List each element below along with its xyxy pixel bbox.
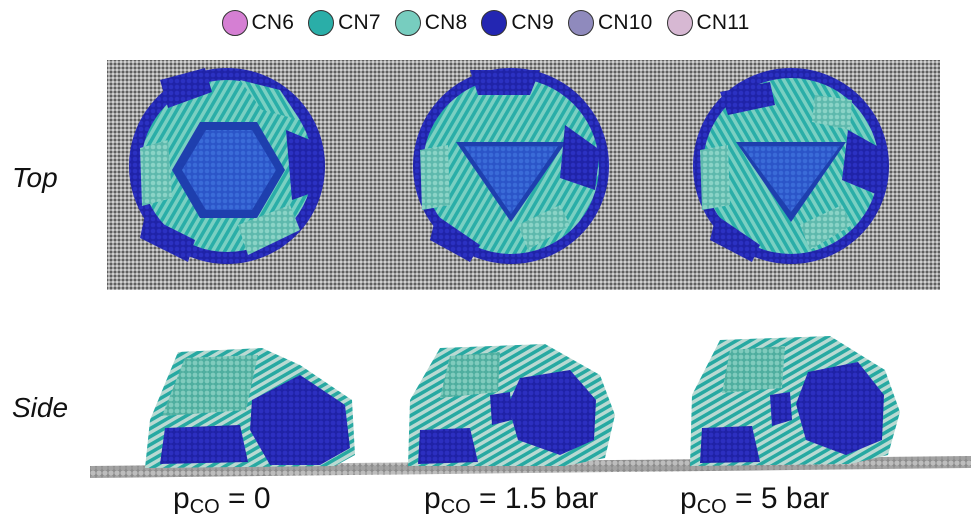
cn10-swatch [568, 10, 595, 36]
cn9-swatch [481, 10, 508, 36]
particle-top-2 [413, 68, 609, 264]
p-symbol: p [173, 482, 190, 515]
cn6-swatch [221, 10, 248, 36]
condition-label-2: pCO = 1.5 bar [424, 482, 598, 519]
pressure-value: = 0 [219, 482, 271, 515]
particle-top-3 [693, 68, 889, 264]
legend-label: CN8 [424, 11, 468, 34]
condition-label-3: pCO = 5 bar [680, 482, 829, 519]
co-subscript: CO [696, 496, 727, 518]
legend-item-cn11: CN11 [666, 10, 750, 36]
row-label-top: Top [12, 162, 58, 193]
pressure-value: = 5 bar [726, 482, 830, 515]
cn11-swatch [666, 10, 693, 36]
legend-item-cn7: CN7 [308, 10, 381, 36]
legend-label: CN10 [598, 11, 653, 34]
particle-side-1 [145, 348, 355, 468]
legend-item-cn10: CN10 [568, 10, 653, 36]
legend-label: CN6 [251, 11, 295, 34]
co-subscript: CO [189, 496, 220, 518]
legend: CN6 CN7 CN8 CN9 CN10 CN11 [0, 6, 971, 40]
particle-side-3 [690, 336, 900, 466]
particle-top-1 [129, 68, 325, 264]
condition-label-1: pCO = 0 [173, 482, 271, 519]
pressure-value: = 1.5 bar [470, 482, 599, 515]
legend-label: CN9 [511, 11, 555, 34]
cn7-swatch [308, 10, 335, 36]
legend-label: CN7 [338, 11, 381, 34]
legend-item-cn9: CN9 [481, 10, 554, 36]
co-subscript: CO [440, 496, 471, 518]
legend-item-cn8: CN8 [394, 10, 468, 36]
legend-label: CN11 [696, 11, 750, 34]
row-label-side: Side [12, 392, 69, 423]
p-symbol: p [424, 482, 441, 515]
legend-item-cn6: CN6 [221, 10, 295, 36]
p-symbol: p [680, 482, 697, 515]
cn8-swatch [394, 10, 421, 36]
particle-side-2 [408, 344, 615, 466]
